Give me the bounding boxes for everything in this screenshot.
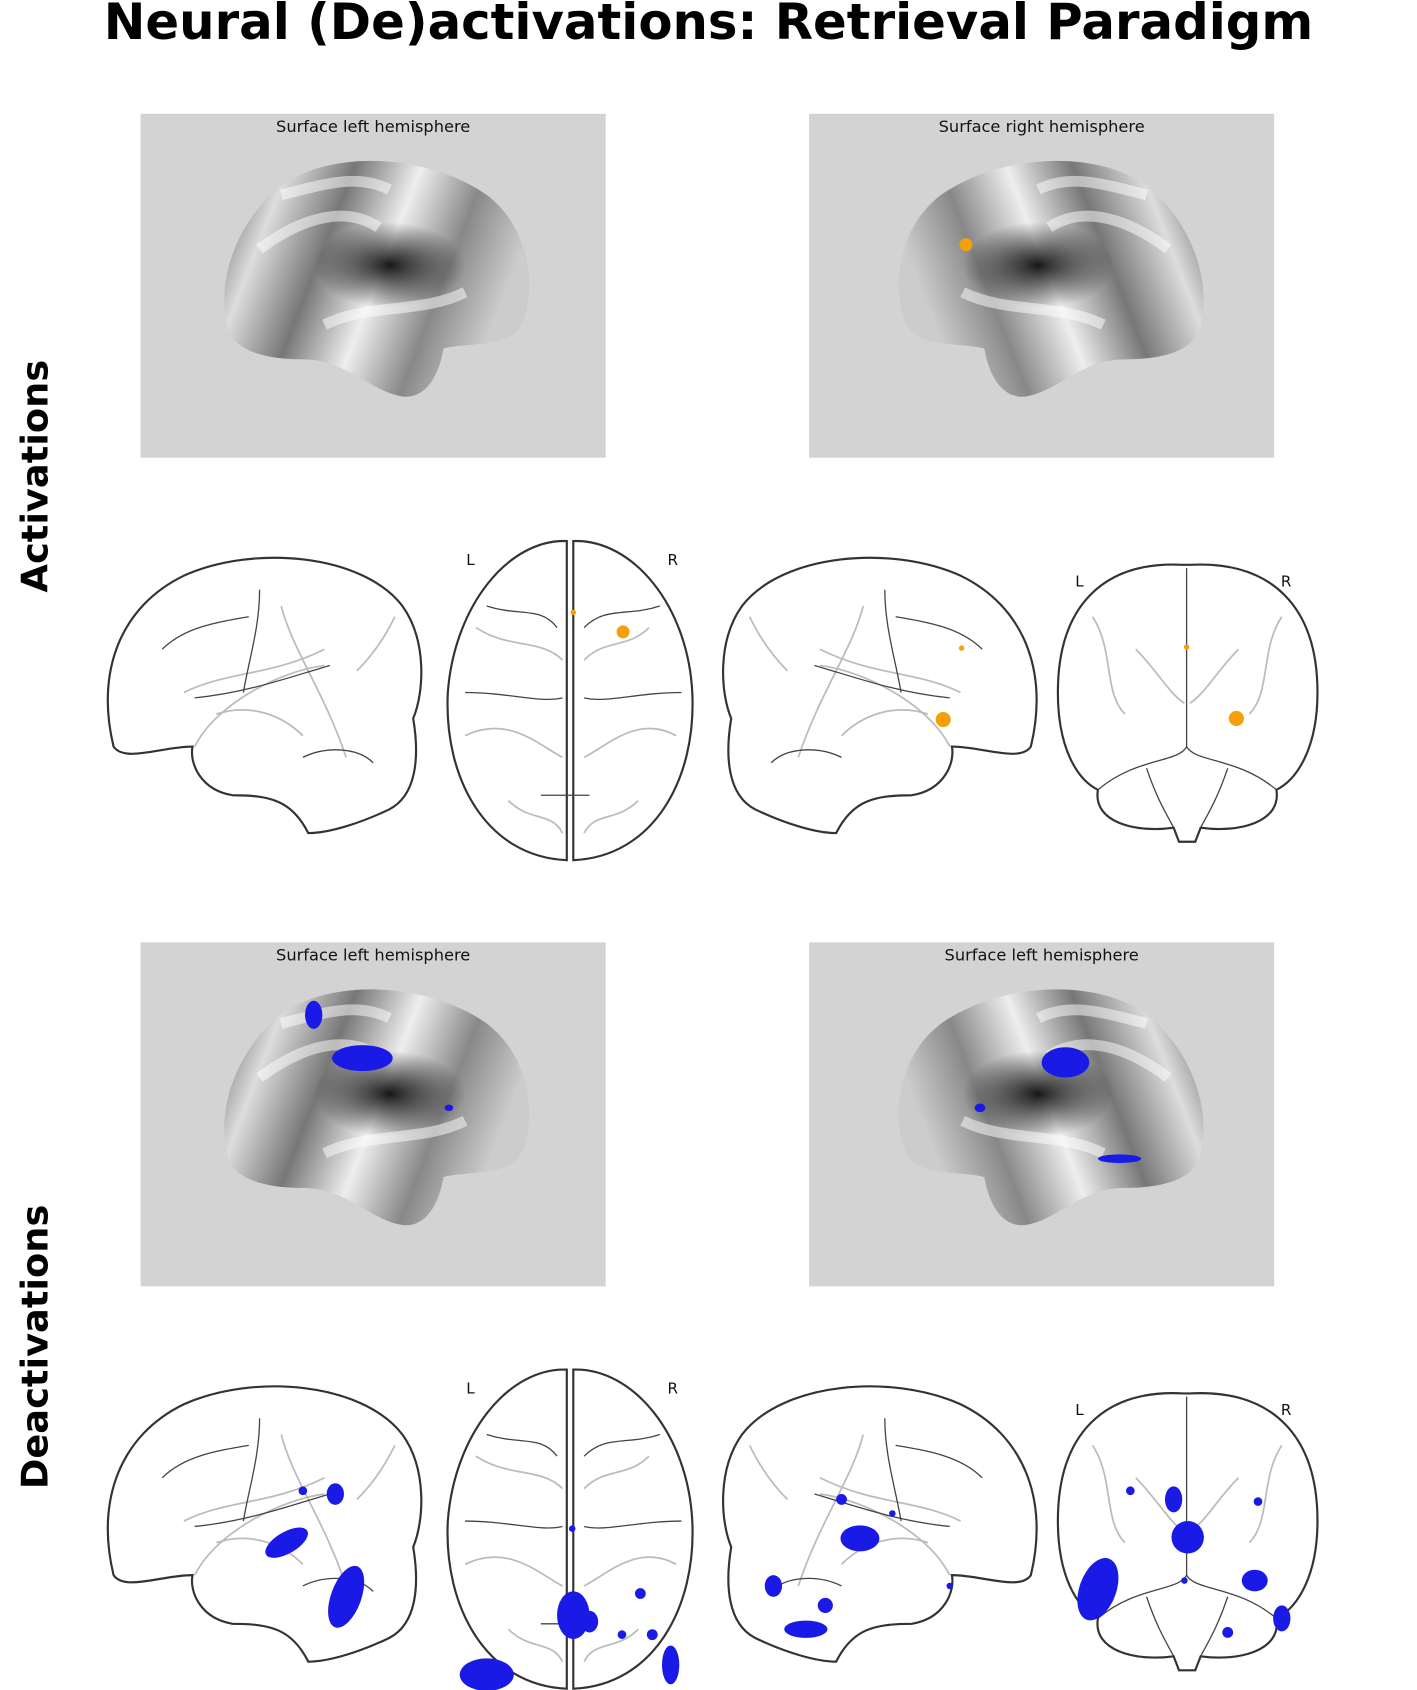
blob: [1222, 1627, 1234, 1638]
coronal-right-label: R: [1281, 1401, 1292, 1419]
blob: [784, 1620, 828, 1638]
blob: [332, 1045, 393, 1072]
blob: [1041, 1047, 1090, 1078]
coronal-left-label: L: [1075, 1401, 1084, 1419]
panel-title: Surface right hemisphere: [939, 117, 1145, 136]
activation-blobs: [570, 238, 1244, 728]
axial-right-label: R: [668, 1379, 679, 1397]
coronal-right-label: R: [1281, 572, 1292, 590]
blob: [646, 1629, 658, 1641]
axial-left-label: L: [466, 551, 475, 569]
blob: [326, 1483, 344, 1505]
blob: [570, 609, 576, 616]
blob: [580, 1610, 599, 1633]
blob: [946, 1582, 953, 1590]
blob: [1164, 1486, 1183, 1513]
axial-left-label: L: [466, 1379, 475, 1397]
blob: [1241, 1569, 1268, 1592]
blob: [444, 1104, 454, 1112]
axial-right-label: R: [668, 551, 679, 569]
deactivation-blobs: [265, 1000, 1291, 1690]
blob: [616, 625, 630, 639]
glass-brain-right: [722, 1385, 1038, 1663]
blob: [1183, 644, 1190, 650]
glass-brain-axial: [446, 539, 694, 862]
row-label: Activations: [14, 360, 57, 593]
blob: [840, 1525, 880, 1552]
blob: [305, 1000, 323, 1029]
blob: [1097, 1154, 1142, 1164]
blob: [958, 645, 965, 651]
blob: [764, 1575, 783, 1597]
panel-title: Surface left hemisphere: [945, 946, 1139, 965]
blob: [959, 238, 973, 252]
blob: [889, 1510, 896, 1517]
blob: [459, 1658, 514, 1690]
blob: [265, 1527, 308, 1558]
blob: [298, 1486, 308, 1496]
blob: [568, 1525, 576, 1532]
glass-brain-coronal: [1056, 563, 1319, 843]
blob: [1171, 1521, 1204, 1554]
blob: [1126, 1486, 1135, 1496]
coronal-left-label: L: [1075, 572, 1084, 590]
blob: [1253, 1497, 1263, 1506]
blob: [557, 1591, 590, 1639]
glass-brain-right: [722, 556, 1038, 835]
blob: [836, 1494, 847, 1505]
blob: Surface left hemisphere Surface left hem…: [106, 942, 1319, 1690]
blob: [1181, 1577, 1188, 1584]
blob: [935, 711, 951, 728]
panel-title: Surface left hemisphere: [276, 946, 470, 965]
blob: [1273, 1605, 1291, 1632]
blob: [328, 1565, 365, 1628]
glass-brain-left: [106, 1385, 423, 1663]
blob: [617, 1630, 627, 1639]
blob: [974, 1103, 986, 1113]
blob: [1077, 1558, 1119, 1621]
blob: [817, 1597, 833, 1613]
blob: [661, 1645, 680, 1685]
blob: [1228, 710, 1244, 727]
panel-title: Surface left hemisphere: [276, 117, 470, 136]
row-activations: Activations Surface left hemisphere Surf…: [14, 113, 1319, 862]
row-deactivations: Deactivations Surface left hemisphere Su…: [14, 942, 1319, 1690]
glass-brain-left: [106, 556, 423, 835]
blob: [634, 1588, 646, 1599]
row-label: Deactivations: [14, 1205, 57, 1490]
figure-title: Neural (De)activations: Retrieval Paradi…: [104, 0, 1313, 51]
